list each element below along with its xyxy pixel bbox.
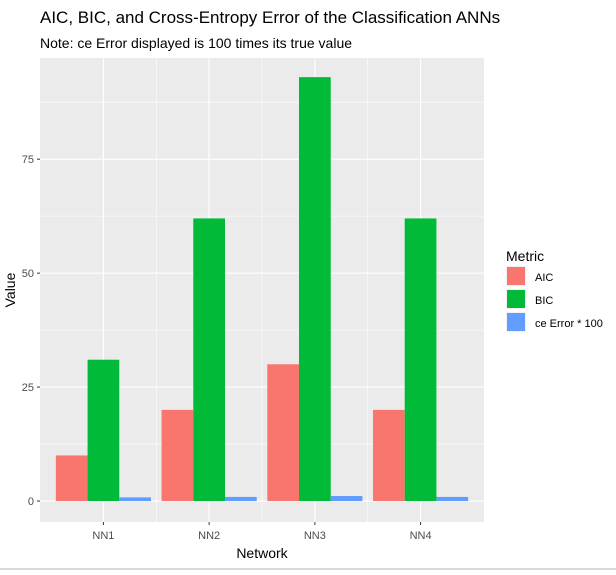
bar-bic-nn1 [87, 359, 120, 502]
legend-label: AIC [535, 272, 553, 284]
bar-ce-error-100-nn2 [225, 496, 257, 502]
legend-label: BIC [535, 295, 553, 307]
bar-bic-nn4 [404, 218, 437, 502]
bar-bic-nn3 [299, 77, 331, 502]
bar-aic-nn1 [55, 455, 88, 502]
bar-ce-error-100-nn3 [330, 496, 363, 502]
x-tick-label: NN3 [304, 530, 326, 542]
x-axis-title: Network [236, 545, 288, 561]
legend: Metric AIC BIC ce Error * 100 [506, 248, 603, 332]
legend-swatch [507, 313, 525, 331]
x-tick-label: NN4 [410, 530, 432, 542]
x-axis-ticks: NN1 NN2 NN3 NN4 [92, 522, 432, 542]
x-tick-label: NN1 [92, 530, 114, 542]
bar-ce-error-100-nn1 [119, 497, 151, 502]
bar-bic-nn2 [193, 218, 225, 502]
minor-grid [40, 58, 484, 522]
bar-aic-nn2 [161, 409, 194, 502]
bar-ce-error-100-nn4 [436, 496, 469, 502]
x-tick-label: NN2 [198, 530, 220, 542]
bottom-divider [0, 568, 616, 570]
chart-subtitle: Note: ce Error displayed is 100 times it… [40, 35, 353, 51]
y-axis-ticks: 0 25 50 75 [22, 154, 40, 508]
bar-aic-nn4 [373, 409, 405, 502]
legend-swatch [507, 290, 525, 308]
bars [55, 77, 469, 502]
y-tick-label: 0 [28, 496, 34, 508]
y-tick-label: 75 [22, 154, 34, 166]
legend-label: ce Error * 100 [535, 318, 603, 330]
chart-title: AIC, BIC, and Cross-Entropy Error of the… [40, 8, 501, 27]
y-tick-label: 25 [22, 382, 34, 394]
legend-title: Metric [506, 248, 544, 264]
y-tick-label: 50 [22, 268, 34, 280]
bar-aic-nn3 [267, 364, 299, 502]
y-axis-title: Value [2, 272, 18, 307]
legend-swatch [507, 267, 525, 285]
